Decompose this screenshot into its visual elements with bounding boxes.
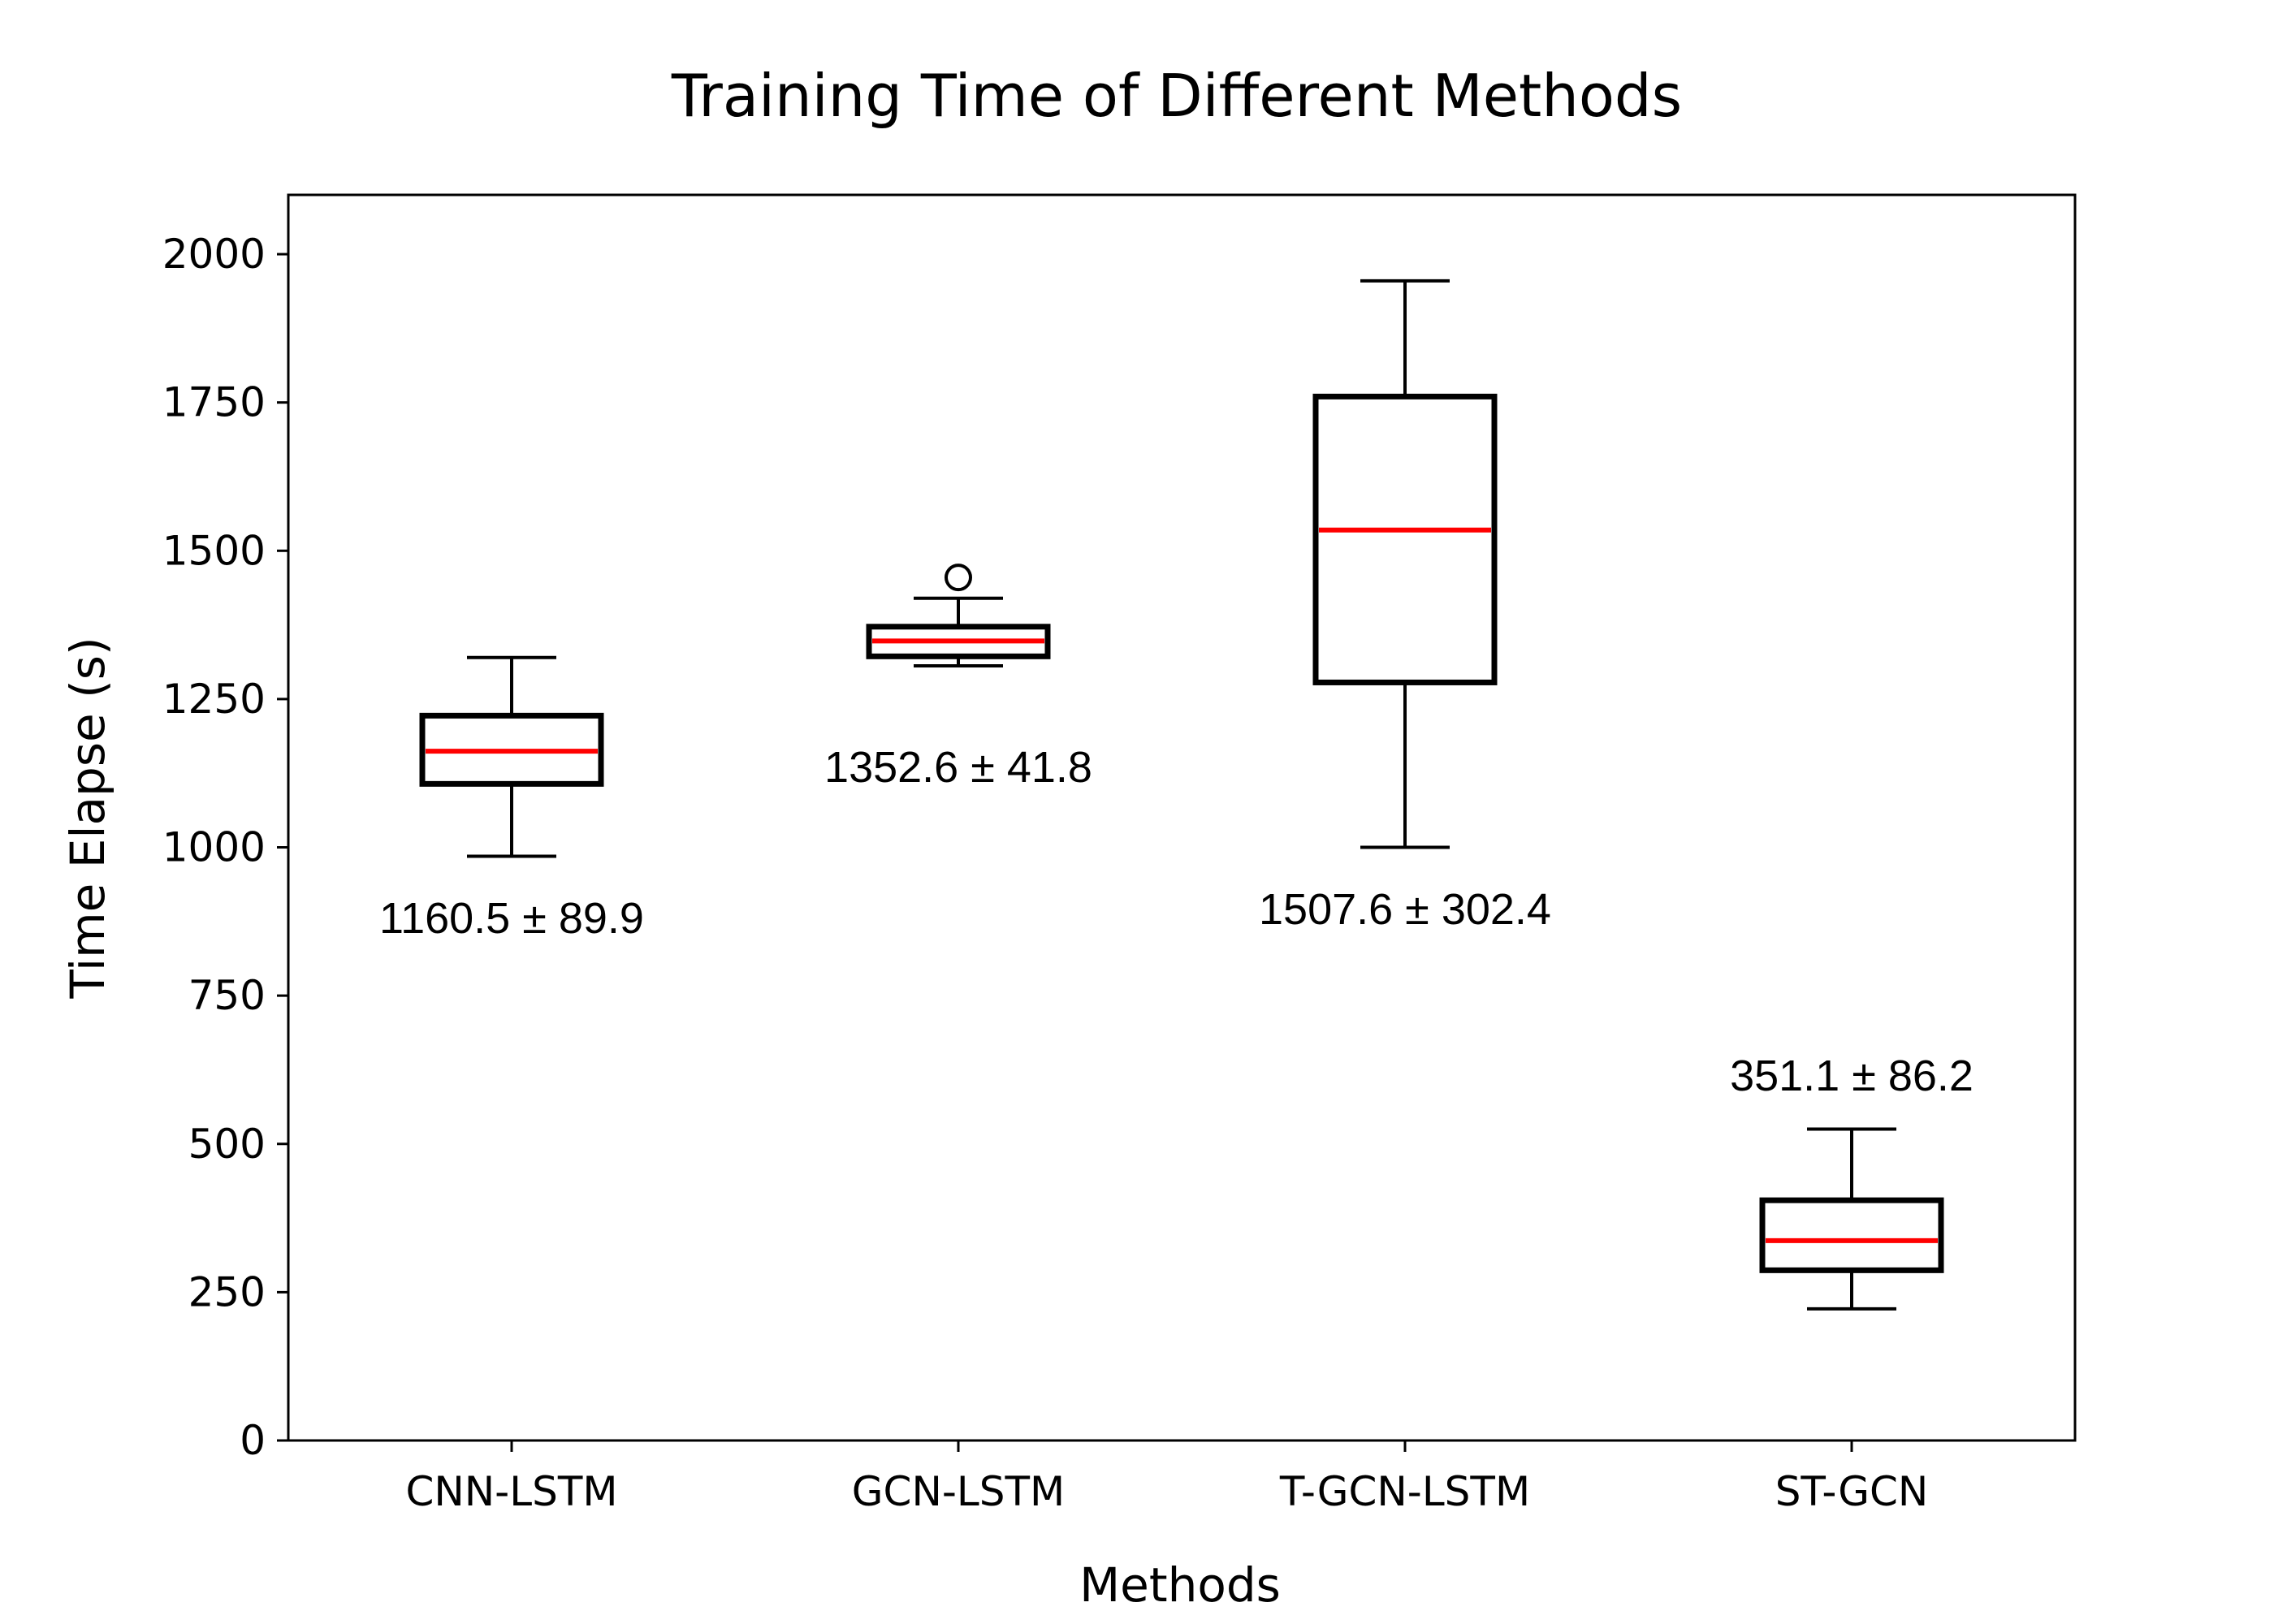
plot-area: 0 250 500 750 1000 1250 1500 1750 2000 CNN-LSTM GC… (162, 231, 1974, 1515)
iqr-box (1312, 393, 1498, 685)
outlier-point (945, 564, 972, 592)
x-tick-label: T-GCN-LSTM (1279, 1468, 1530, 1515)
iqr-box (1759, 1197, 1944, 1273)
box-gcn-lstm (866, 564, 1051, 667)
x-tick-label: ST-GCN (1775, 1468, 1929, 1515)
y-tick-label: 500 (188, 1121, 266, 1168)
box-st-gcn (1759, 1127, 1944, 1311)
y-tick-label: 1500 (162, 527, 266, 574)
y-tick-label: 1750 (162, 379, 266, 426)
stat-annotation: 1352.6 ± 41.8 (824, 743, 1092, 792)
y-tick-label: 0 (240, 1417, 266, 1464)
x-axis-label: Methods (1079, 1557, 1281, 1613)
y-axis-label: Time Elapse (s) (60, 637, 115, 999)
x-tick-label: GCN-LSTM (852, 1468, 1065, 1515)
y-tick-label: 1250 (162, 676, 266, 723)
chart-title: Training Time of Different Methods (671, 62, 1682, 130)
box-cnn-lstm (419, 655, 604, 858)
stat-annotation: 1507.6 ± 302.4 (1259, 885, 1551, 934)
box-t-gcn-lstm (1312, 279, 1498, 849)
y-tick-label: 250 (188, 1268, 266, 1315)
plot-frame (287, 193, 2077, 1442)
stat-annotation: 1160.5 ± 89.9 (379, 894, 644, 943)
y-tick-label: 2000 (162, 231, 266, 278)
y-tick-label: 1000 (162, 824, 266, 871)
y-tick-label: 750 (188, 972, 266, 1019)
stat-annotation: 351.1 ± 86.2 (1730, 1052, 1974, 1100)
x-tick-label: CNN-LSTM (405, 1468, 617, 1515)
